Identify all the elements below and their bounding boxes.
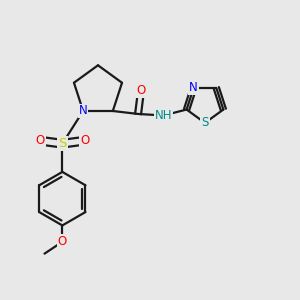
Text: O: O bbox=[80, 134, 89, 147]
Text: O: O bbox=[35, 134, 45, 147]
Text: NH: NH bbox=[154, 109, 172, 122]
Text: O: O bbox=[58, 235, 67, 248]
Text: N: N bbox=[79, 104, 88, 118]
Text: S: S bbox=[58, 137, 67, 150]
Text: N: N bbox=[189, 81, 198, 94]
Text: S: S bbox=[201, 116, 209, 129]
Text: O: O bbox=[136, 84, 146, 97]
